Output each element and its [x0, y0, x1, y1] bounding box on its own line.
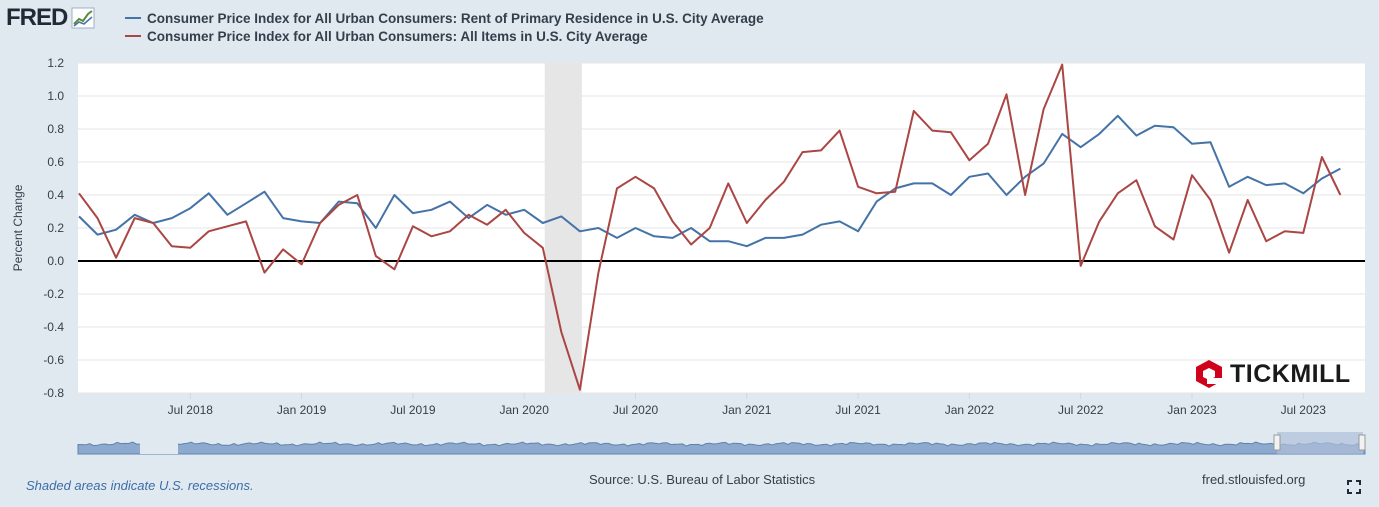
- navigator-series: [77, 441, 1366, 455]
- y-tick-label: 0.4: [47, 188, 64, 202]
- fred-graph-icon: [71, 7, 95, 29]
- x-tick-label: Jul 2023: [1281, 403, 1327, 417]
- fullscreen-icon[interactable]: [1347, 480, 1361, 494]
- legend-label-all-items: Consumer Price Index for All Urban Consu…: [147, 28, 648, 44]
- y-tick-label: -0.4: [43, 320, 64, 334]
- legend-swatch-rent: [125, 17, 141, 19]
- range-navigator[interactable]: [77, 432, 1366, 455]
- navigator-selection[interactable]: [1277, 432, 1363, 454]
- x-tick-label: Jan 2022: [945, 403, 995, 417]
- navigator-handle-right[interactable]: [1358, 434, 1366, 451]
- y-tick-label: -0.6: [43, 353, 64, 367]
- legend-label-rent: Consumer Price Index for All Urban Consu…: [147, 10, 764, 26]
- x-tick-label: Jan 2021: [722, 403, 772, 417]
- series-line-all-items[interactable]: [78, 63, 1342, 391]
- y-tick-label: 1.2: [47, 56, 64, 70]
- source-text: Source: U.S. Bureau of Labor Statistics: [589, 472, 816, 487]
- y-tick-label: 0.8: [47, 122, 64, 136]
- tickmill-watermark: TICKMILL: [1194, 359, 1351, 389]
- y-axis-label: Percent Change: [11, 184, 25, 271]
- fred-url-link[interactable]: fred.stlouisfed.org: [1202, 472, 1306, 487]
- x-tick-label: Jul 2020: [613, 403, 659, 417]
- y-tick-label: 1.0: [47, 89, 64, 103]
- chart-legend: Consumer Price Index for All Urban Consu…: [125, 9, 764, 45]
- chart-header: FRED Consumer Price Index for All Urban …: [0, 0, 1379, 58]
- tickmill-logo-icon: [1196, 360, 1224, 388]
- navigator-gap: [140, 432, 178, 454]
- x-tick-label: Jan 2020: [500, 403, 550, 417]
- y-tick-label: 0.6: [47, 155, 64, 169]
- series-line-rent[interactable]: [78, 114, 1341, 248]
- tickmill-text: TICKMILL: [1230, 359, 1351, 388]
- legend-item-all-items[interactable]: Consumer Price Index for All Urban Consu…: [125, 27, 764, 45]
- fred-logo[interactable]: FRED: [6, 4, 95, 32]
- fred-logo-text: FRED: [6, 4, 68, 31]
- y-tick-label: 0.0: [47, 254, 64, 268]
- x-tick-label: Jul 2019: [390, 403, 436, 417]
- recession-note: Shaded areas indicate U.S. recessions.: [26, 478, 254, 493]
- x-tick-label: Jul 2018: [168, 403, 214, 417]
- y-tick-label: -0.8: [43, 386, 64, 400]
- y-tick-label: -0.2: [43, 287, 64, 301]
- legend-item-rent[interactable]: Consumer Price Index for All Urban Consu…: [125, 9, 764, 27]
- x-tick-label: Jan 2019: [277, 403, 327, 417]
- x-tick-label: Jul 2021: [835, 403, 881, 417]
- legend-swatch-all-items: [125, 35, 141, 37]
- navigator-handle-left[interactable]: [1273, 434, 1281, 451]
- x-tick-label: Jan 2023: [1167, 403, 1217, 417]
- x-tick-label: Jul 2022: [1058, 403, 1104, 417]
- y-tick-label: 0.2: [47, 221, 64, 235]
